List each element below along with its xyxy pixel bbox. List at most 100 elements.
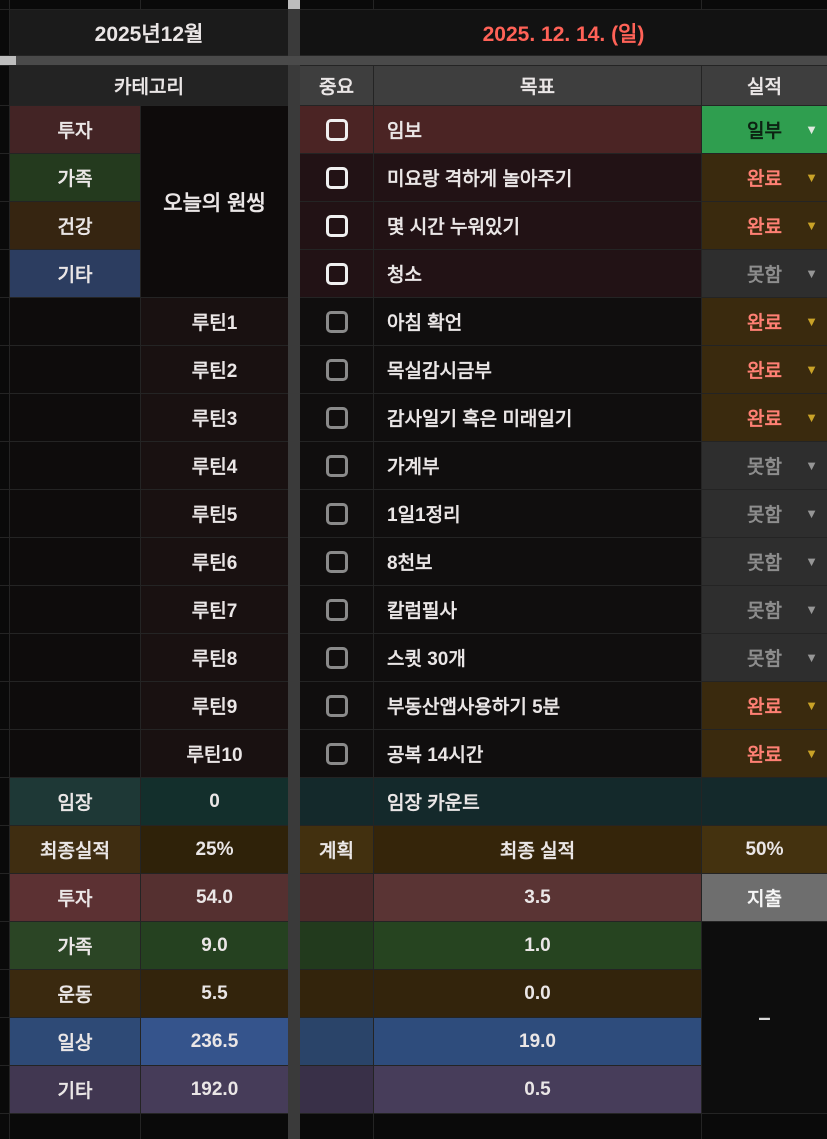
goal-cell[interactable]: 1일1정리	[374, 490, 701, 537]
expense-label-cell[interactable]: 지출	[702, 874, 827, 921]
goal-cell[interactable]: 몇 시간 누워있기	[374, 202, 701, 249]
summary-value-final[interactable]: 25%	[141, 826, 288, 873]
important-cell[interactable]	[300, 202, 373, 249]
status-dropdown[interactable]: 못함 ▼	[702, 442, 827, 489]
routine-label[interactable]: 루틴8	[141, 634, 288, 681]
frozen-pane-horizontal-divider[interactable]	[0, 56, 827, 65]
status-dropdown[interactable]: 못함 ▼	[702, 250, 827, 297]
summary-label-final[interactable]: 최종실적	[10, 826, 140, 873]
routine-label[interactable]: 루틴5	[141, 490, 288, 537]
goal-cell[interactable]: 감사일기 혹은 미래일기	[374, 394, 701, 441]
checkbox-unchecked-icon[interactable]	[325, 118, 348, 141]
goal-cell[interactable]: 스큇 30개	[374, 634, 701, 681]
status-dropdown[interactable]: 완료 ▼	[702, 202, 827, 249]
goal-cell[interactable]: 목실감시금부	[374, 346, 701, 393]
summary-label-daily[interactable]: 일상	[10, 1018, 140, 1065]
routine-label[interactable]: 루틴2	[141, 346, 288, 393]
summary-value-daily[interactable]: 236.5	[141, 1018, 288, 1065]
category-header[interactable]: 카테고리	[10, 66, 288, 105]
goal-cell[interactable]: 아침 확언	[374, 298, 701, 345]
goal-cell[interactable]: 임보	[374, 106, 701, 153]
summary-label-misc[interactable]: 기타	[10, 1066, 140, 1113]
important-cell[interactable]	[300, 346, 373, 393]
status-dropdown[interactable]: 못함 ▼	[702, 634, 827, 681]
checkbox-unchecked-icon[interactable]	[325, 646, 348, 669]
category-family[interactable]: 가족	[10, 154, 140, 201]
status-dropdown[interactable]: 못함 ▼	[702, 586, 827, 633]
month-title[interactable]: 2025년12월	[10, 10, 288, 55]
summary-value-family[interactable]: 9.0	[141, 922, 288, 969]
checkbox-unchecked-icon[interactable]	[325, 166, 348, 189]
routine-label[interactable]: 루틴10	[141, 730, 288, 777]
checkbox-unchecked-icon[interactable]	[325, 358, 348, 381]
important-cell[interactable]	[300, 586, 373, 633]
goal-cell[interactable]: 청소	[374, 250, 701, 297]
frozen-pane-vertical-divider[interactable]	[288, 0, 300, 1139]
important-cell[interactable]	[300, 106, 373, 153]
goal-cell[interactable]: 공복 14시간	[374, 730, 701, 777]
status-dropdown[interactable]: 못함 ▼	[702, 490, 827, 537]
divider-handle[interactable]	[0, 56, 16, 65]
routine-label[interactable]: 루틴3	[141, 394, 288, 441]
important-cell[interactable]	[300, 730, 373, 777]
no-value-cell[interactable]: –	[702, 922, 827, 1113]
category-invest[interactable]: 투자	[10, 106, 140, 153]
goal-cell[interactable]: 8천보	[374, 538, 701, 585]
checkbox-unchecked-icon[interactable]	[325, 742, 348, 765]
routine-label[interactable]: 루틴9	[141, 682, 288, 729]
status-dropdown[interactable]: 완료 ▼	[702, 298, 827, 345]
checkbox-unchecked-icon[interactable]	[325, 454, 348, 477]
plan-label-cell[interactable]: 계획	[300, 826, 373, 873]
summary-label-invest[interactable]: 투자	[10, 874, 140, 921]
header-important[interactable]: 중요	[300, 66, 373, 105]
status-dropdown[interactable]: 완료 ▼	[702, 682, 827, 729]
total-misc-cell[interactable]: 0.5	[374, 1066, 701, 1113]
status-dropdown[interactable]: 못함 ▼	[702, 538, 827, 585]
routine-label[interactable]: 루틴6	[141, 538, 288, 585]
summary-value-exercise[interactable]: 5.5	[141, 970, 288, 1017]
important-cell[interactable]	[300, 250, 373, 297]
total-daily-cell[interactable]: 19.0	[374, 1018, 701, 1065]
important-cell[interactable]	[300, 538, 373, 585]
checkbox-unchecked-icon[interactable]	[325, 214, 348, 237]
total-exercise-cell[interactable]: 0.0	[374, 970, 701, 1017]
important-cell[interactable]	[300, 634, 373, 681]
category-etc[interactable]: 기타	[10, 250, 140, 297]
goal-cell[interactable]: 미요랑 격하게 놀아주기	[374, 154, 701, 201]
routine-label[interactable]: 루틴4	[141, 442, 288, 489]
summary-label-family[interactable]: 가족	[10, 922, 140, 969]
date-title[interactable]: 2025. 12. 14. (일)	[300, 10, 827, 55]
header-goal[interactable]: 목표	[374, 66, 701, 105]
status-dropdown[interactable]: 완료 ▼	[702, 154, 827, 201]
goal-cell[interactable]: 칼럼필사	[374, 586, 701, 633]
checkbox-unchecked-icon[interactable]	[325, 310, 348, 333]
checkbox-unchecked-icon[interactable]	[325, 598, 348, 621]
important-cell[interactable]	[300, 298, 373, 345]
checkbox-unchecked-icon[interactable]	[325, 406, 348, 429]
status-dropdown[interactable]: 완료 ▼	[702, 346, 827, 393]
summary-value-misc[interactable]: 192.0	[141, 1066, 288, 1113]
checkbox-unchecked-icon[interactable]	[325, 550, 348, 573]
routine-label[interactable]: 루틴1	[141, 298, 288, 345]
summary-value-invest[interactable]: 54.0	[141, 874, 288, 921]
checkbox-unchecked-icon[interactable]	[325, 694, 348, 717]
category-health[interactable]: 건강	[10, 202, 140, 249]
one-thing-cell[interactable]: 오늘의 원씽	[141, 106, 288, 297]
divider-handle[interactable]	[288, 0, 300, 9]
important-cell[interactable]	[300, 490, 373, 537]
final-result-label-cell[interactable]: 최종 실적	[374, 826, 701, 873]
routine-label[interactable]: 루틴7	[141, 586, 288, 633]
important-cell[interactable]	[300, 154, 373, 201]
summary-label-exercise[interactable]: 운동	[10, 970, 140, 1017]
important-cell[interactable]	[300, 682, 373, 729]
status-dropdown[interactable]: 완료 ▼	[702, 394, 827, 441]
visit-count-cell[interactable]: 임장 카운트	[374, 778, 701, 825]
final-result-percent-cell[interactable]: 50%	[702, 826, 827, 873]
checkbox-unchecked-icon[interactable]	[325, 502, 348, 525]
checkbox-unchecked-icon[interactable]	[325, 262, 348, 285]
status-dropdown[interactable]: 일부 ▼	[702, 106, 827, 153]
total-family-cell[interactable]: 1.0	[374, 922, 701, 969]
goal-cell[interactable]: 부동산앱사용하기 5분	[374, 682, 701, 729]
goal-cell[interactable]: 가계부	[374, 442, 701, 489]
header-result[interactable]: 실적	[702, 66, 827, 105]
